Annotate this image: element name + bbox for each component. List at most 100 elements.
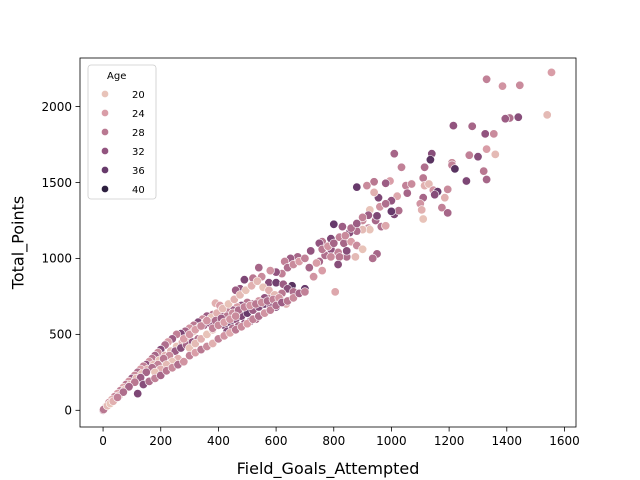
- legend-label: 28: [132, 128, 145, 139]
- scatter-point: [133, 389, 143, 399]
- scatter-point: [254, 263, 264, 273]
- scatter-point: [489, 129, 499, 139]
- y-tick-label: 0: [64, 404, 72, 418]
- y-axis: 0 500 1000 1500 2000: [41, 100, 80, 418]
- x-tick-label: 0: [99, 434, 107, 448]
- scatter-point: [443, 184, 453, 194]
- scatter-point: [482, 74, 492, 84]
- legend-box: [87, 64, 157, 200]
- x-tick-label: 800: [322, 434, 345, 448]
- legend-label: 32: [132, 147, 145, 158]
- scatter-point: [300, 287, 310, 297]
- scatter-point: [418, 214, 428, 224]
- scatter-point: [424, 179, 434, 189]
- scatter-point: [141, 367, 151, 377]
- y-tick-label: 500: [49, 328, 72, 342]
- scatter-point: [389, 149, 399, 159]
- scatter-point: [330, 287, 340, 297]
- scatter-point: [300, 253, 310, 263]
- scatter-point: [546, 67, 556, 77]
- scatter-point: [342, 246, 352, 256]
- y-tick-label: 2000: [41, 100, 72, 114]
- legend-marker: [101, 147, 109, 155]
- scatter-point: [448, 121, 458, 131]
- y-tick-label: 1000: [41, 252, 72, 266]
- x-tick-label: 600: [265, 434, 288, 448]
- scatter-point: [515, 80, 525, 90]
- scatter-point: [500, 114, 510, 124]
- scatter-point: [329, 238, 339, 248]
- scatter-point: [179, 357, 189, 367]
- scatter-point: [482, 144, 492, 154]
- scatter-point: [317, 266, 327, 276]
- scatter-point: [334, 252, 344, 262]
- scatter-point: [368, 253, 378, 263]
- scatter-point: [124, 382, 134, 392]
- scatter-point: [358, 212, 368, 222]
- x-tick-label: 1200: [434, 434, 465, 448]
- legend-marker: [101, 185, 109, 193]
- legend-title: Age: [107, 71, 126, 82]
- legend-marker: [101, 90, 109, 98]
- scatter-point: [326, 252, 336, 262]
- scatter-point: [113, 392, 123, 402]
- points-layer: [98, 67, 556, 415]
- scatter-point: [329, 219, 339, 229]
- x-axis-title: Field_Goals_Attempted: [237, 459, 420, 479]
- scatter-point: [358, 244, 368, 254]
- scatter-point: [118, 387, 128, 397]
- scatter-point: [417, 205, 427, 215]
- scatter-point: [443, 208, 453, 218]
- scatter-point: [467, 121, 477, 131]
- scatter-point: [402, 188, 412, 198]
- scatter-point: [196, 321, 206, 331]
- legend-entries: 20 24 28 32 36 40: [101, 90, 145, 196]
- plot-frame: [79, 57, 577, 428]
- scatter-point: [340, 231, 350, 241]
- scatter-point: [239, 275, 249, 285]
- scatter-point: [542, 110, 552, 120]
- x-tick-label: 400: [207, 434, 230, 448]
- x-tick-label: 200: [149, 434, 172, 448]
- scatter-point: [513, 112, 523, 122]
- scatter-point: [381, 199, 391, 209]
- legend-label: 20: [132, 90, 145, 101]
- scatter-point: [352, 182, 362, 192]
- scatter-point: [386, 206, 396, 216]
- scatter-point: [350, 252, 360, 262]
- y-tick-label: 1500: [41, 176, 72, 190]
- scatter-point: [265, 266, 275, 276]
- scatter-point: [309, 272, 319, 282]
- scatter-point: [407, 179, 417, 189]
- x-tick-label: 1000: [376, 434, 407, 448]
- scatter-point: [333, 259, 343, 269]
- scatter-point: [440, 193, 450, 203]
- legend-marker: [101, 128, 109, 136]
- scatter-point: [473, 152, 483, 162]
- scatter-point: [450, 164, 460, 174]
- scatter-point: [479, 166, 489, 176]
- scatter-point: [252, 276, 262, 286]
- scatter-point: [202, 316, 212, 326]
- scatter-point: [497, 81, 507, 91]
- x-tick-label: 1600: [549, 434, 580, 448]
- y-axis-title: Total_Points: [9, 196, 29, 290]
- scatter-point: [352, 219, 362, 229]
- scatter-point: [231, 311, 241, 321]
- legend-label: 36: [132, 166, 145, 177]
- scatter-point: [461, 176, 471, 186]
- scatter-point: [437, 203, 447, 213]
- scatter-point: [430, 190, 440, 200]
- scatter-point: [311, 258, 321, 268]
- legend-label: 24: [132, 109, 145, 120]
- scatter-point: [372, 211, 382, 221]
- scatter-point: [369, 177, 379, 187]
- scatter-point: [369, 187, 379, 197]
- scatter-point: [337, 222, 347, 232]
- scatter-point: [362, 181, 372, 191]
- scatter-point: [480, 129, 490, 139]
- scatter-point: [464, 150, 474, 160]
- scatter-point: [490, 149, 500, 159]
- scatter-point: [381, 221, 391, 231]
